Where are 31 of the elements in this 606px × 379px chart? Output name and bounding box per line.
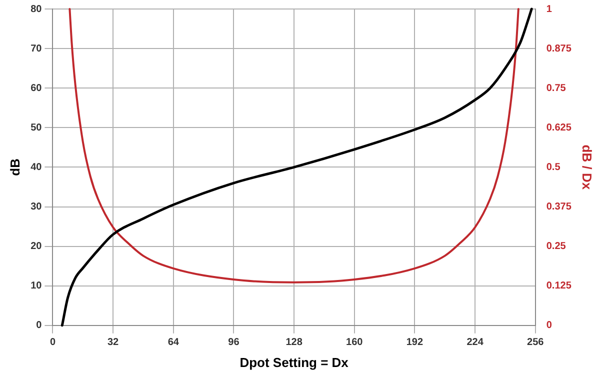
y-tick-label: 50 bbox=[30, 122, 42, 134]
y2-axis-title: dB / Dx bbox=[580, 144, 595, 190]
y2-tick-label: 1 bbox=[546, 4, 552, 15]
y-tick-label: 80 bbox=[30, 4, 42, 15]
y2-tick-label: 0.5 bbox=[546, 162, 561, 173]
x-tick-label: 128 bbox=[286, 337, 303, 348]
y-tick-label: 10 bbox=[30, 280, 42, 292]
x-tick-label: 256 bbox=[527, 337, 544, 348]
x-axis-title: Dpot Setting = Dx bbox=[240, 354, 350, 370]
x-tick-label: 96 bbox=[228, 337, 240, 348]
x-tick-label: 0 bbox=[50, 337, 56, 348]
line-series bbox=[68, 8, 520, 284]
x-tick-label: 192 bbox=[406, 337, 424, 348]
y-axis-title: dB bbox=[7, 158, 22, 176]
y2-tick-label: 0.75 bbox=[546, 82, 566, 94]
y2-tick-label: 0.625 bbox=[546, 122, 572, 134]
y-tick-label: 20 bbox=[30, 241, 42, 252]
x-tick-label: 32 bbox=[107, 337, 120, 348]
x-tick-label: 64 bbox=[168, 337, 180, 348]
y2-tick-label: 0.375 bbox=[546, 202, 572, 212]
y2-tick-label: 0.125 bbox=[546, 280, 572, 292]
y-tick-label: 40 bbox=[30, 162, 42, 173]
y2-tick-label: 0.875 bbox=[546, 43, 572, 54]
y2-tick-label: 0.25 bbox=[546, 241, 566, 252]
y-tick-label: 30 bbox=[30, 202, 42, 212]
y-tick-label: 70 bbox=[30, 43, 42, 54]
y2-tick-label: 0 bbox=[546, 320, 552, 332]
y-tick-label: 0 bbox=[36, 320, 42, 332]
x-tick-label: 224 bbox=[466, 337, 484, 348]
y-tick-label: 60 bbox=[30, 82, 42, 94]
x-tick-label: 160 bbox=[346, 337, 364, 348]
